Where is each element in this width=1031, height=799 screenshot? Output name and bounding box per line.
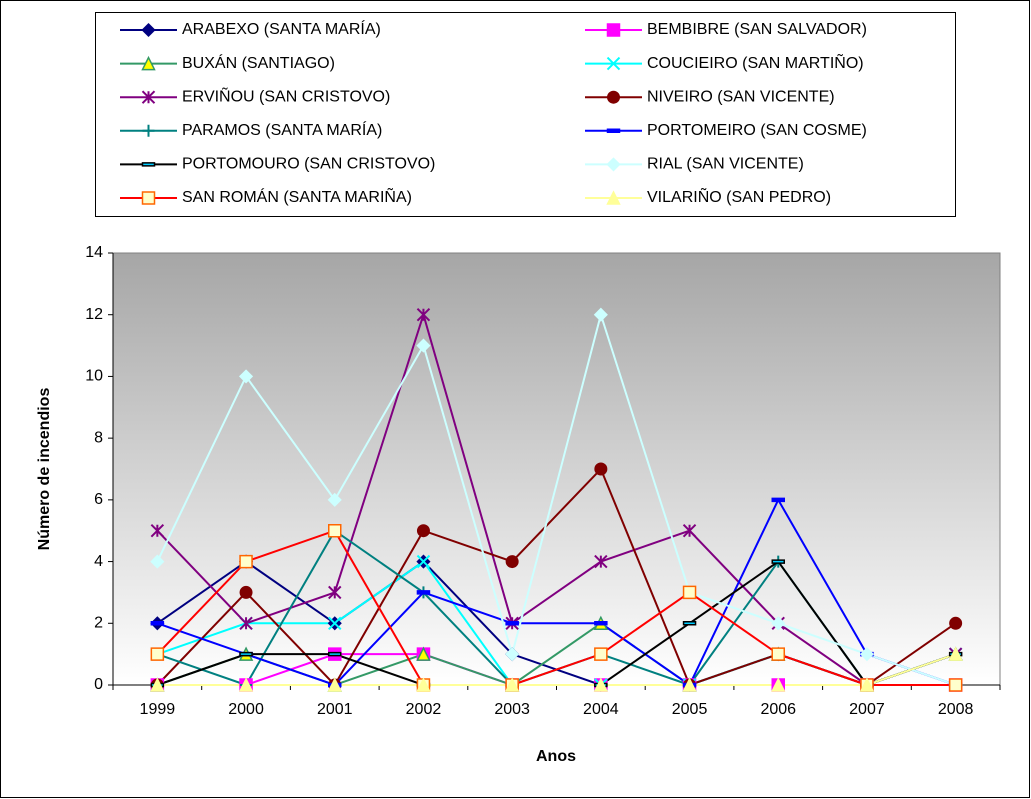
data-point xyxy=(949,616,963,630)
legend-marker xyxy=(606,23,621,37)
data-point xyxy=(150,677,165,692)
legend-label: SAN ROMÁN (SANTA MARIÑA) xyxy=(182,186,412,206)
data-point xyxy=(416,524,430,538)
data-point xyxy=(682,677,697,692)
data-point xyxy=(150,621,165,626)
data-point xyxy=(594,647,608,661)
legend-label: COUCIEIRO (SAN MARTIÑO) xyxy=(647,52,864,72)
data-point xyxy=(859,677,875,692)
y-tick-label: 8 xyxy=(94,429,103,446)
data-point xyxy=(150,524,165,538)
data-point xyxy=(416,677,431,692)
data-point xyxy=(771,497,785,503)
data-point xyxy=(328,616,342,630)
legend-label: PARAMOS (SANTA MARÍA) xyxy=(182,120,382,139)
data-point xyxy=(416,338,431,353)
data-point xyxy=(682,621,697,626)
series-line xyxy=(157,497,956,687)
x-tick-label: 2005 xyxy=(672,701,708,718)
x-tick-label: 2008 xyxy=(938,701,974,718)
plot-area xyxy=(112,252,1001,686)
data-point xyxy=(771,647,785,661)
legend-label: RIAL (SAN VICENTE) xyxy=(647,156,804,173)
data-point xyxy=(328,523,342,538)
y-tick-label: 12 xyxy=(85,306,103,323)
data-point xyxy=(771,616,786,631)
x-tick-label: 2004 xyxy=(583,701,619,718)
legend-marker xyxy=(141,191,156,205)
legend-label: VILARIÑO (SAN PEDRO) xyxy=(647,186,831,206)
legend-marker xyxy=(141,22,156,38)
data-point xyxy=(327,492,342,507)
legend-label: PORTOMEIRO (SAN COSME) xyxy=(647,122,867,139)
x-axis-title: Anos xyxy=(536,748,576,765)
legend-label: BUXÁN (SANTIAGO) xyxy=(182,53,335,72)
data-point xyxy=(948,646,963,661)
data-point xyxy=(682,585,697,600)
data-point xyxy=(328,651,342,657)
series-line xyxy=(156,529,956,686)
data-point xyxy=(594,621,608,626)
data-point xyxy=(239,585,253,599)
series-line xyxy=(156,311,956,686)
data-point xyxy=(771,559,785,564)
data-point xyxy=(594,462,608,476)
x-tick-label: 2003 xyxy=(494,701,530,718)
series-line xyxy=(157,653,956,686)
data-point xyxy=(505,647,520,662)
data-point xyxy=(328,585,342,600)
legend-marker xyxy=(606,128,621,134)
data-point xyxy=(505,621,519,626)
y-tick-label: 10 xyxy=(85,368,103,385)
data-point xyxy=(327,677,342,692)
data-point xyxy=(239,651,253,657)
data-point xyxy=(504,677,520,692)
data-point xyxy=(859,647,875,662)
data-point xyxy=(416,308,431,322)
legend-marker xyxy=(141,90,156,104)
data-point xyxy=(948,678,963,692)
data-point xyxy=(416,646,431,661)
x-tick-label: 2001 xyxy=(317,701,353,718)
legend-marker xyxy=(141,162,156,167)
y-tick-label: 14 xyxy=(85,244,103,261)
legend-label: BEMBIBRE (SAN SALVADOR) xyxy=(647,21,867,38)
x-tick-label: 2002 xyxy=(406,701,442,718)
y-tick-label: 2 xyxy=(94,615,103,632)
data-point xyxy=(593,307,608,322)
legend-label: PORTOMOURO (SAN CRISTOVO) xyxy=(182,156,435,173)
legend-marker xyxy=(606,190,621,205)
data-point xyxy=(771,677,786,692)
data-point xyxy=(239,616,253,630)
legend-marker xyxy=(606,56,621,71)
y-axis-title: Número de incendios xyxy=(36,388,53,551)
legend-marker xyxy=(606,157,621,172)
legend-label: ARABEXO (SANTA MARÍA) xyxy=(182,19,381,38)
x-tick-label: 2000 xyxy=(228,701,264,718)
legend-label: NIVEIRO (SAN VICENTE) xyxy=(647,88,835,105)
data-point xyxy=(505,555,519,569)
data-point xyxy=(416,590,431,595)
data-point xyxy=(238,369,254,384)
x-tick-label: 2007 xyxy=(849,701,885,718)
data-point xyxy=(594,554,608,569)
legend-marker xyxy=(141,55,156,71)
data-point xyxy=(416,554,431,569)
data-point xyxy=(150,647,165,661)
x-tick-label: 1999 xyxy=(140,701,176,718)
data-point xyxy=(593,677,609,692)
legend-marker xyxy=(142,124,155,137)
data-point xyxy=(238,677,254,692)
legend-marker xyxy=(607,90,620,104)
y-tick-label: 6 xyxy=(94,491,103,508)
data-point xyxy=(682,524,697,538)
legend-label: ERVIÑOU (SAN CRISTOVO) xyxy=(182,85,390,105)
y-tick-label: 4 xyxy=(94,553,103,570)
x-tick-label: 2006 xyxy=(760,701,796,718)
data-point xyxy=(239,554,253,569)
y-tick-label: 0 xyxy=(94,676,103,693)
legend xyxy=(95,12,956,217)
data-point xyxy=(150,554,165,569)
